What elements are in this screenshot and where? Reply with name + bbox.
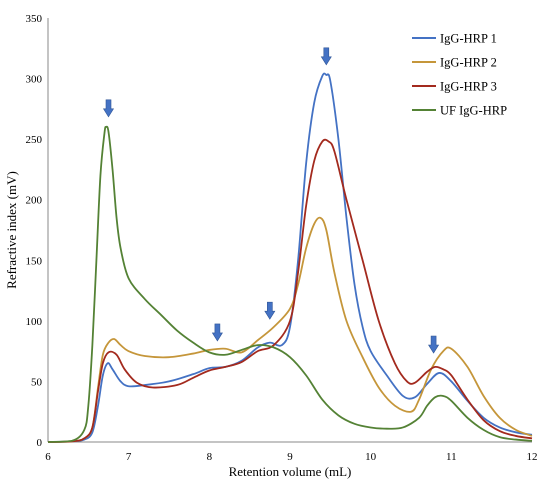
y-tick-label: 100	[26, 316, 43, 328]
legend-label: IgG-HRP 3	[440, 80, 497, 94]
peak-arrow-icon	[428, 335, 440, 354]
y-tick-label: 200	[26, 195, 43, 207]
axes	[47, 18, 532, 443]
series-line-1	[47, 72, 533, 443]
y-axis-title: Refractive index (mV)	[4, 171, 19, 289]
y-tick-label: 150	[26, 255, 43, 267]
y-tick-label: 350	[26, 13, 43, 25]
series-line-4	[47, 125, 533, 443]
y-tick-label: 0	[37, 437, 43, 449]
x-tick-label: 6	[45, 451, 51, 463]
x-tick-label: 7	[126, 451, 132, 463]
series-lines	[47, 72, 533, 443]
x-tick-label: 12	[527, 451, 538, 463]
y-tick-label: 300	[26, 74, 43, 86]
series-line-2	[47, 216, 533, 443]
series-line-3	[47, 138, 533, 443]
legend-label: IgG-HRP 2	[440, 56, 497, 70]
y-tick-labels: 0 50 100 150 200 250 300 350	[26, 13, 43, 449]
x-axis-title: Retention volume (mL)	[229, 464, 352, 479]
x-tick-label: 8	[207, 451, 213, 463]
x-tick-labels: 6 7 8 9 10 11 12	[45, 451, 537, 463]
peak-arrow-icon	[211, 323, 223, 342]
peak-arrow-icon	[102, 99, 115, 118]
peak-arrow-icon	[264, 301, 276, 320]
peak-markers	[102, 47, 440, 354]
x-tick-label: 9	[287, 451, 293, 463]
y-tick-label: 50	[31, 376, 43, 388]
y-tick-label: 250	[26, 134, 43, 146]
legend-label: IgG-HRP 1	[440, 32, 497, 46]
x-tick-label: 11	[446, 451, 457, 463]
x-tick-label: 10	[365, 451, 377, 463]
legend-label: UF IgG-HRP	[440, 104, 507, 118]
legend: IgG-HRP 1 IgG-HRP 2 IgG-HRP 3 UF IgG-HRP	[412, 32, 507, 118]
peak-arrow-icon	[320, 47, 332, 66]
